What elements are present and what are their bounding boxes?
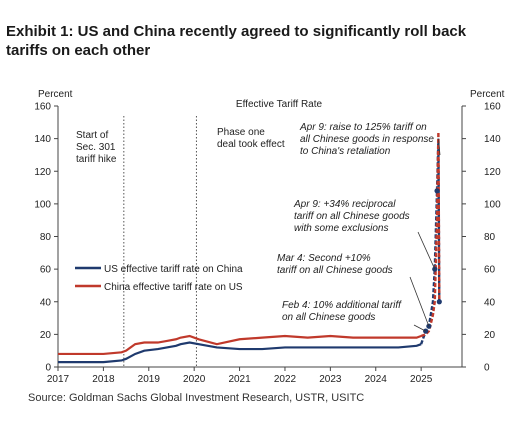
series-line-us [58,341,422,364]
x-tick-label: 2017 [47,374,70,385]
annotation-text: tariff hike [76,154,117,165]
annotation-connector [417,231,436,270]
annotation-text: Sec. 301 [76,142,116,153]
annotation-text: on all Chinese goods [282,312,375,323]
y-axis-label-left: Percent [38,89,73,100]
annotation-text: deal took effect [217,139,285,150]
y-tick-label-right: 20 [484,330,496,341]
x-tick-label: 2021 [228,374,251,385]
series-line-china [58,334,422,356]
y-tick-label-left: 100 [34,199,51,210]
y-axis-left: 0 20 40 60 80 100 120 140 160 [34,102,58,374]
x-axis: 2017 2018 2019 2020 2021 2022 2023 2024 2025 [47,367,433,385]
y-tick-label-right: 60 [484,265,496,276]
x-tick-label: 2020 [183,374,206,385]
x-tick-label: 2019 [138,374,161,385]
y-tick-label-right: 0 [484,363,490,374]
annotation-connector [413,324,426,332]
y-axis-right: 0 20 40 60 80 100 120 140 160 [462,102,501,374]
y-tick-label-left: 0 [45,363,51,374]
annotation-text: tariff on all Chinese goods [277,265,393,276]
legend-label: China effective tariff rate on US [104,282,243,293]
y-axis-label-right: Percent [470,89,505,100]
y-tick-label-left: 40 [40,297,52,308]
annotation: Mar 4: Second +10%tariff on all Chinese … [277,253,393,276]
x-tick-label: 2023 [319,374,342,385]
y-tick-label-right: 160 [484,102,501,113]
annotation-text: Feb 4: 10% additional tariff [282,300,402,311]
chart-title: Effective Tariff Rate [236,99,323,110]
source-note: Source: Goldman Sachs Global Investment … [28,392,365,404]
annotation-text: Phase one [217,127,265,138]
y-tick-label-left: 60 [40,265,52,276]
annotation-text: Apr 9: raise to 125% tariff on [299,122,427,133]
y-tick-label-right: 140 [484,134,501,145]
annotation-text: Apr 9: +34% reciprocal [293,199,396,210]
y-tick-label-right: 40 [484,297,496,308]
y-tick-label-left: 120 [34,167,51,178]
annotation-text: Start of [76,130,108,141]
x-tick-label: 2024 [365,374,388,385]
x-tick-label: 2022 [274,374,297,385]
annotation-text: tariff on all Chinese goods [294,211,410,222]
series-group [58,132,442,364]
y-tick-label-left: 140 [34,134,51,145]
x-tick-label: 2018 [92,374,115,385]
x-tick-label: 2025 [410,374,433,385]
page-title: Exhibit 1: US and China recently agreed … [6,23,467,59]
legend: US effective tariff rate on China China e… [75,264,243,293]
y-tick-label-right: 100 [484,199,501,210]
y-tick-label-right: 80 [484,232,496,243]
event-point [434,188,440,194]
y-tick-label-left: 80 [40,232,52,243]
legend-label: US effective tariff rate on China [104,264,243,275]
annotation-text: all Chinese goods in response [300,134,434,145]
annotation-connector [409,276,430,327]
annotation-text: with some exclusions [294,223,388,234]
annotation-connector [437,138,441,156]
event-lines [123,116,197,367]
annotation-text: Mar 4: Second +10% [277,253,371,264]
y-tick-label-left: 20 [40,330,52,341]
y-tick-label-right: 120 [484,167,501,178]
annotation-text: to China's retaliation [300,146,391,157]
y-tick-label-left: 160 [34,102,51,113]
event-point [436,299,442,305]
